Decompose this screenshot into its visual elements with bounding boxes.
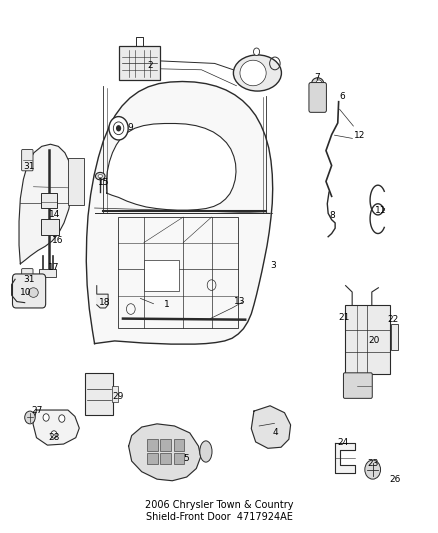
FancyBboxPatch shape — [41, 219, 59, 235]
Text: 26: 26 — [390, 475, 401, 483]
Text: 4: 4 — [272, 428, 278, 437]
FancyBboxPatch shape — [309, 83, 326, 112]
Bar — [113, 386, 118, 402]
Ellipse shape — [240, 60, 266, 86]
Bar — [118, 217, 238, 328]
Text: 9: 9 — [127, 123, 133, 132]
Text: 23: 23 — [367, 459, 378, 467]
Text: 10: 10 — [20, 287, 32, 296]
Polygon shape — [251, 406, 290, 448]
Text: 1: 1 — [164, 300, 170, 309]
Text: 31: 31 — [23, 162, 35, 171]
Text: 20: 20 — [369, 336, 380, 345]
Text: 17: 17 — [48, 263, 60, 272]
FancyBboxPatch shape — [41, 193, 57, 208]
Circle shape — [254, 48, 260, 55]
Text: 5: 5 — [184, 455, 189, 463]
Bar — [173, 439, 184, 451]
Circle shape — [43, 414, 49, 421]
Bar — [144, 260, 179, 292]
Bar — [160, 453, 171, 464]
Text: 22: 22 — [387, 315, 399, 324]
Bar — [148, 453, 158, 464]
Circle shape — [51, 431, 57, 438]
Text: 2: 2 — [147, 61, 153, 70]
Bar — [173, 453, 184, 464]
FancyBboxPatch shape — [21, 150, 33, 171]
FancyBboxPatch shape — [12, 274, 46, 308]
Bar — [39, 269, 56, 277]
Polygon shape — [106, 124, 236, 210]
Text: 8: 8 — [330, 212, 336, 221]
Polygon shape — [129, 424, 201, 481]
FancyBboxPatch shape — [21, 269, 33, 290]
Circle shape — [109, 117, 128, 140]
Circle shape — [316, 80, 322, 87]
Text: 12: 12 — [354, 131, 365, 140]
Circle shape — [59, 415, 65, 422]
Text: 7: 7 — [314, 73, 320, 82]
Text: 21: 21 — [338, 313, 350, 322]
Ellipse shape — [200, 441, 212, 462]
Polygon shape — [335, 443, 355, 473]
Text: 15: 15 — [98, 178, 110, 187]
Text: 11: 11 — [375, 206, 386, 215]
Polygon shape — [97, 286, 108, 308]
Polygon shape — [19, 144, 72, 264]
Ellipse shape — [95, 172, 105, 180]
Text: 6: 6 — [339, 92, 345, 101]
Text: 24: 24 — [337, 439, 349, 448]
Circle shape — [116, 125, 121, 132]
Bar — [148, 439, 158, 451]
Text: 18: 18 — [99, 298, 110, 307]
Polygon shape — [86, 82, 273, 344]
Text: 13: 13 — [234, 297, 246, 306]
Ellipse shape — [233, 55, 282, 91]
Text: 29: 29 — [112, 392, 124, 401]
FancyBboxPatch shape — [391, 324, 398, 351]
FancyBboxPatch shape — [345, 305, 390, 374]
Circle shape — [25, 411, 35, 424]
Ellipse shape — [98, 174, 102, 177]
FancyBboxPatch shape — [85, 373, 113, 415]
FancyBboxPatch shape — [343, 373, 372, 398]
Text: 3: 3 — [271, 261, 276, 270]
Circle shape — [365, 460, 381, 479]
Ellipse shape — [28, 288, 38, 297]
Text: 2006 Chrysler Town & Country
Shield-Front Door  4717924AE: 2006 Chrysler Town & Country Shield-Fron… — [145, 500, 293, 522]
Text: 16: 16 — [52, 237, 63, 246]
Text: 27: 27 — [32, 406, 43, 415]
Ellipse shape — [311, 78, 324, 90]
Bar — [160, 439, 171, 451]
Text: 31: 31 — [23, 274, 35, 284]
Text: 14: 14 — [49, 210, 60, 219]
FancyBboxPatch shape — [119, 46, 160, 80]
Text: 28: 28 — [48, 433, 60, 442]
Polygon shape — [33, 410, 79, 445]
Bar — [68, 158, 84, 205]
